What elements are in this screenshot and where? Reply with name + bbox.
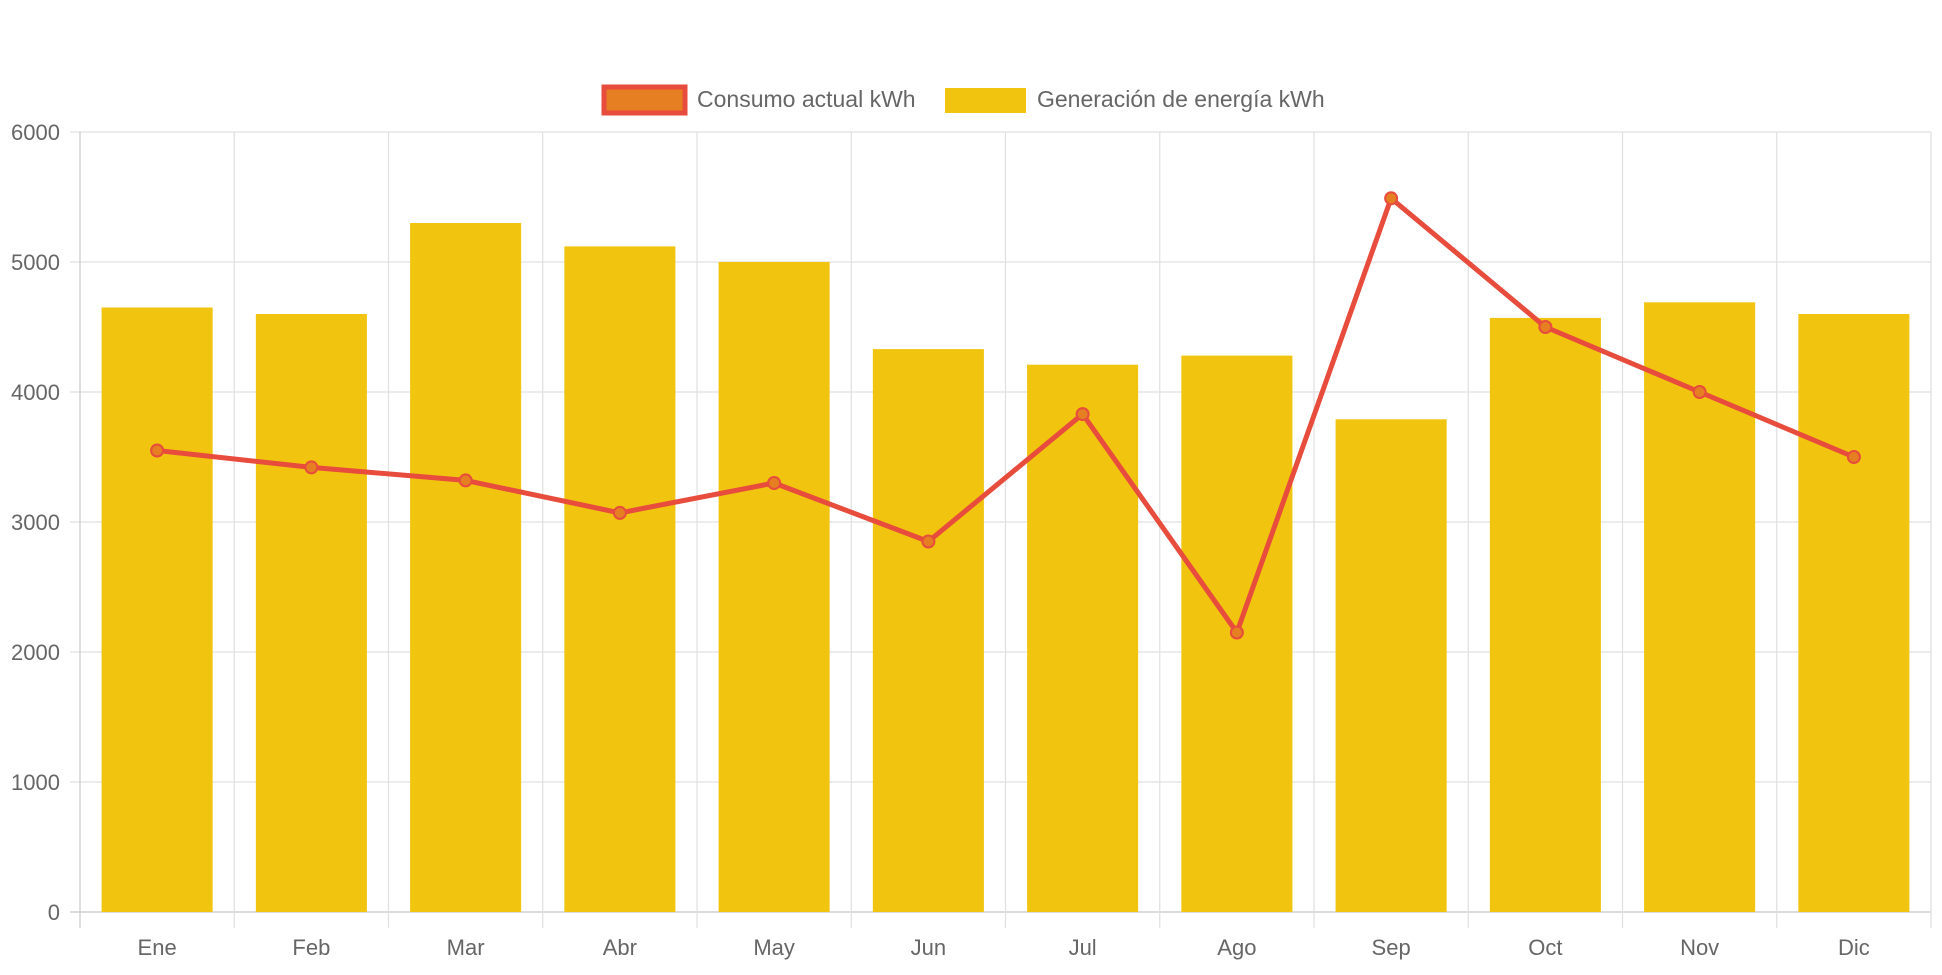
x-tick-label: Sep — [1372, 935, 1411, 960]
point-consumo[interactable] — [304, 460, 319, 475]
legend-item-consumo[interactable]: Consumo actual kWh — [601, 84, 916, 116]
bars-generacion — [101, 223, 1910, 913]
bar-generacion[interactable] — [255, 314, 367, 912]
line-consumo-path — [156, 195, 1855, 635]
bar-generacion[interactable] — [718, 262, 830, 912]
point-consumo[interactable] — [767, 476, 782, 490]
point-consumo[interactable] — [1538, 320, 1553, 334]
bar-generacion[interactable] — [872, 349, 984, 913]
point-consumo[interactable] — [612, 505, 627, 520]
x-tick-label: Feb — [292, 935, 330, 960]
legend-swatch-generacion — [945, 88, 1026, 113]
point-consumo[interactable] — [1075, 407, 1090, 422]
x-tick-label: Abr — [603, 935, 637, 960]
bar-generacion[interactable] — [1798, 314, 1910, 912]
bar-generacion[interactable] — [1644, 302, 1756, 912]
x-tick-label: Jun — [911, 935, 946, 960]
bar-generacion[interactable] — [564, 246, 676, 912]
y-tick-label: 4000 — [11, 380, 60, 405]
x-tick-label: Jul — [1069, 935, 1097, 960]
point-consumo[interactable] — [1692, 385, 1707, 399]
legend-label-consumo: Consumo actual kWh — [697, 86, 916, 112]
point-consumo[interactable] — [150, 443, 165, 458]
grid — [70, 131, 1932, 928]
point-consumo[interactable] — [458, 473, 473, 488]
bar-generacion[interactable] — [410, 223, 522, 912]
x-tick-label: Oct — [1528, 935, 1562, 960]
bar-generacion[interactable] — [1027, 364, 1139, 912]
y-tick-label: 2000 — [11, 640, 60, 665]
y-tick-label: 5000 — [11, 250, 60, 275]
x-tick-label: May — [753, 935, 795, 960]
legend-swatch-consumo — [601, 84, 688, 116]
x-tick-label: Mar — [447, 935, 485, 960]
legend-label-generacion: Generación de energía kWh — [1037, 86, 1325, 112]
x-tick-label: Dic — [1838, 935, 1870, 960]
y-tick-label: 6000 — [11, 120, 60, 145]
bar-generacion[interactable] — [1335, 419, 1447, 912]
legend-item-generacion[interactable]: Generación de energía kWh — [945, 86, 1325, 113]
point-consumo[interactable] — [921, 534, 936, 549]
x-tick-label: Nov — [1680, 935, 1719, 960]
y-tick-label: 1000 — [11, 770, 60, 795]
bar-generacion[interactable] — [101, 307, 213, 913]
x-tick-label: Ago — [1217, 935, 1256, 960]
bar-generacion[interactable] — [1489, 317, 1601, 912]
point-consumo[interactable] — [1384, 191, 1399, 206]
x-tick-label: Ene — [138, 935, 177, 960]
legend: Consumo actual kWh Generación de energía… — [601, 84, 1325, 116]
y-tick-label: 3000 — [11, 510, 60, 535]
line-consumo — [150, 191, 1861, 640]
y-tick-label: 0 — [48, 900, 60, 925]
point-consumo[interactable] — [1229, 625, 1244, 640]
axes: 0 1000 2000 3000 4000 5000 6000 Ene Feb Mar Abr May… — [11, 120, 1870, 960]
point-consumo[interactable] — [1846, 450, 1861, 464]
